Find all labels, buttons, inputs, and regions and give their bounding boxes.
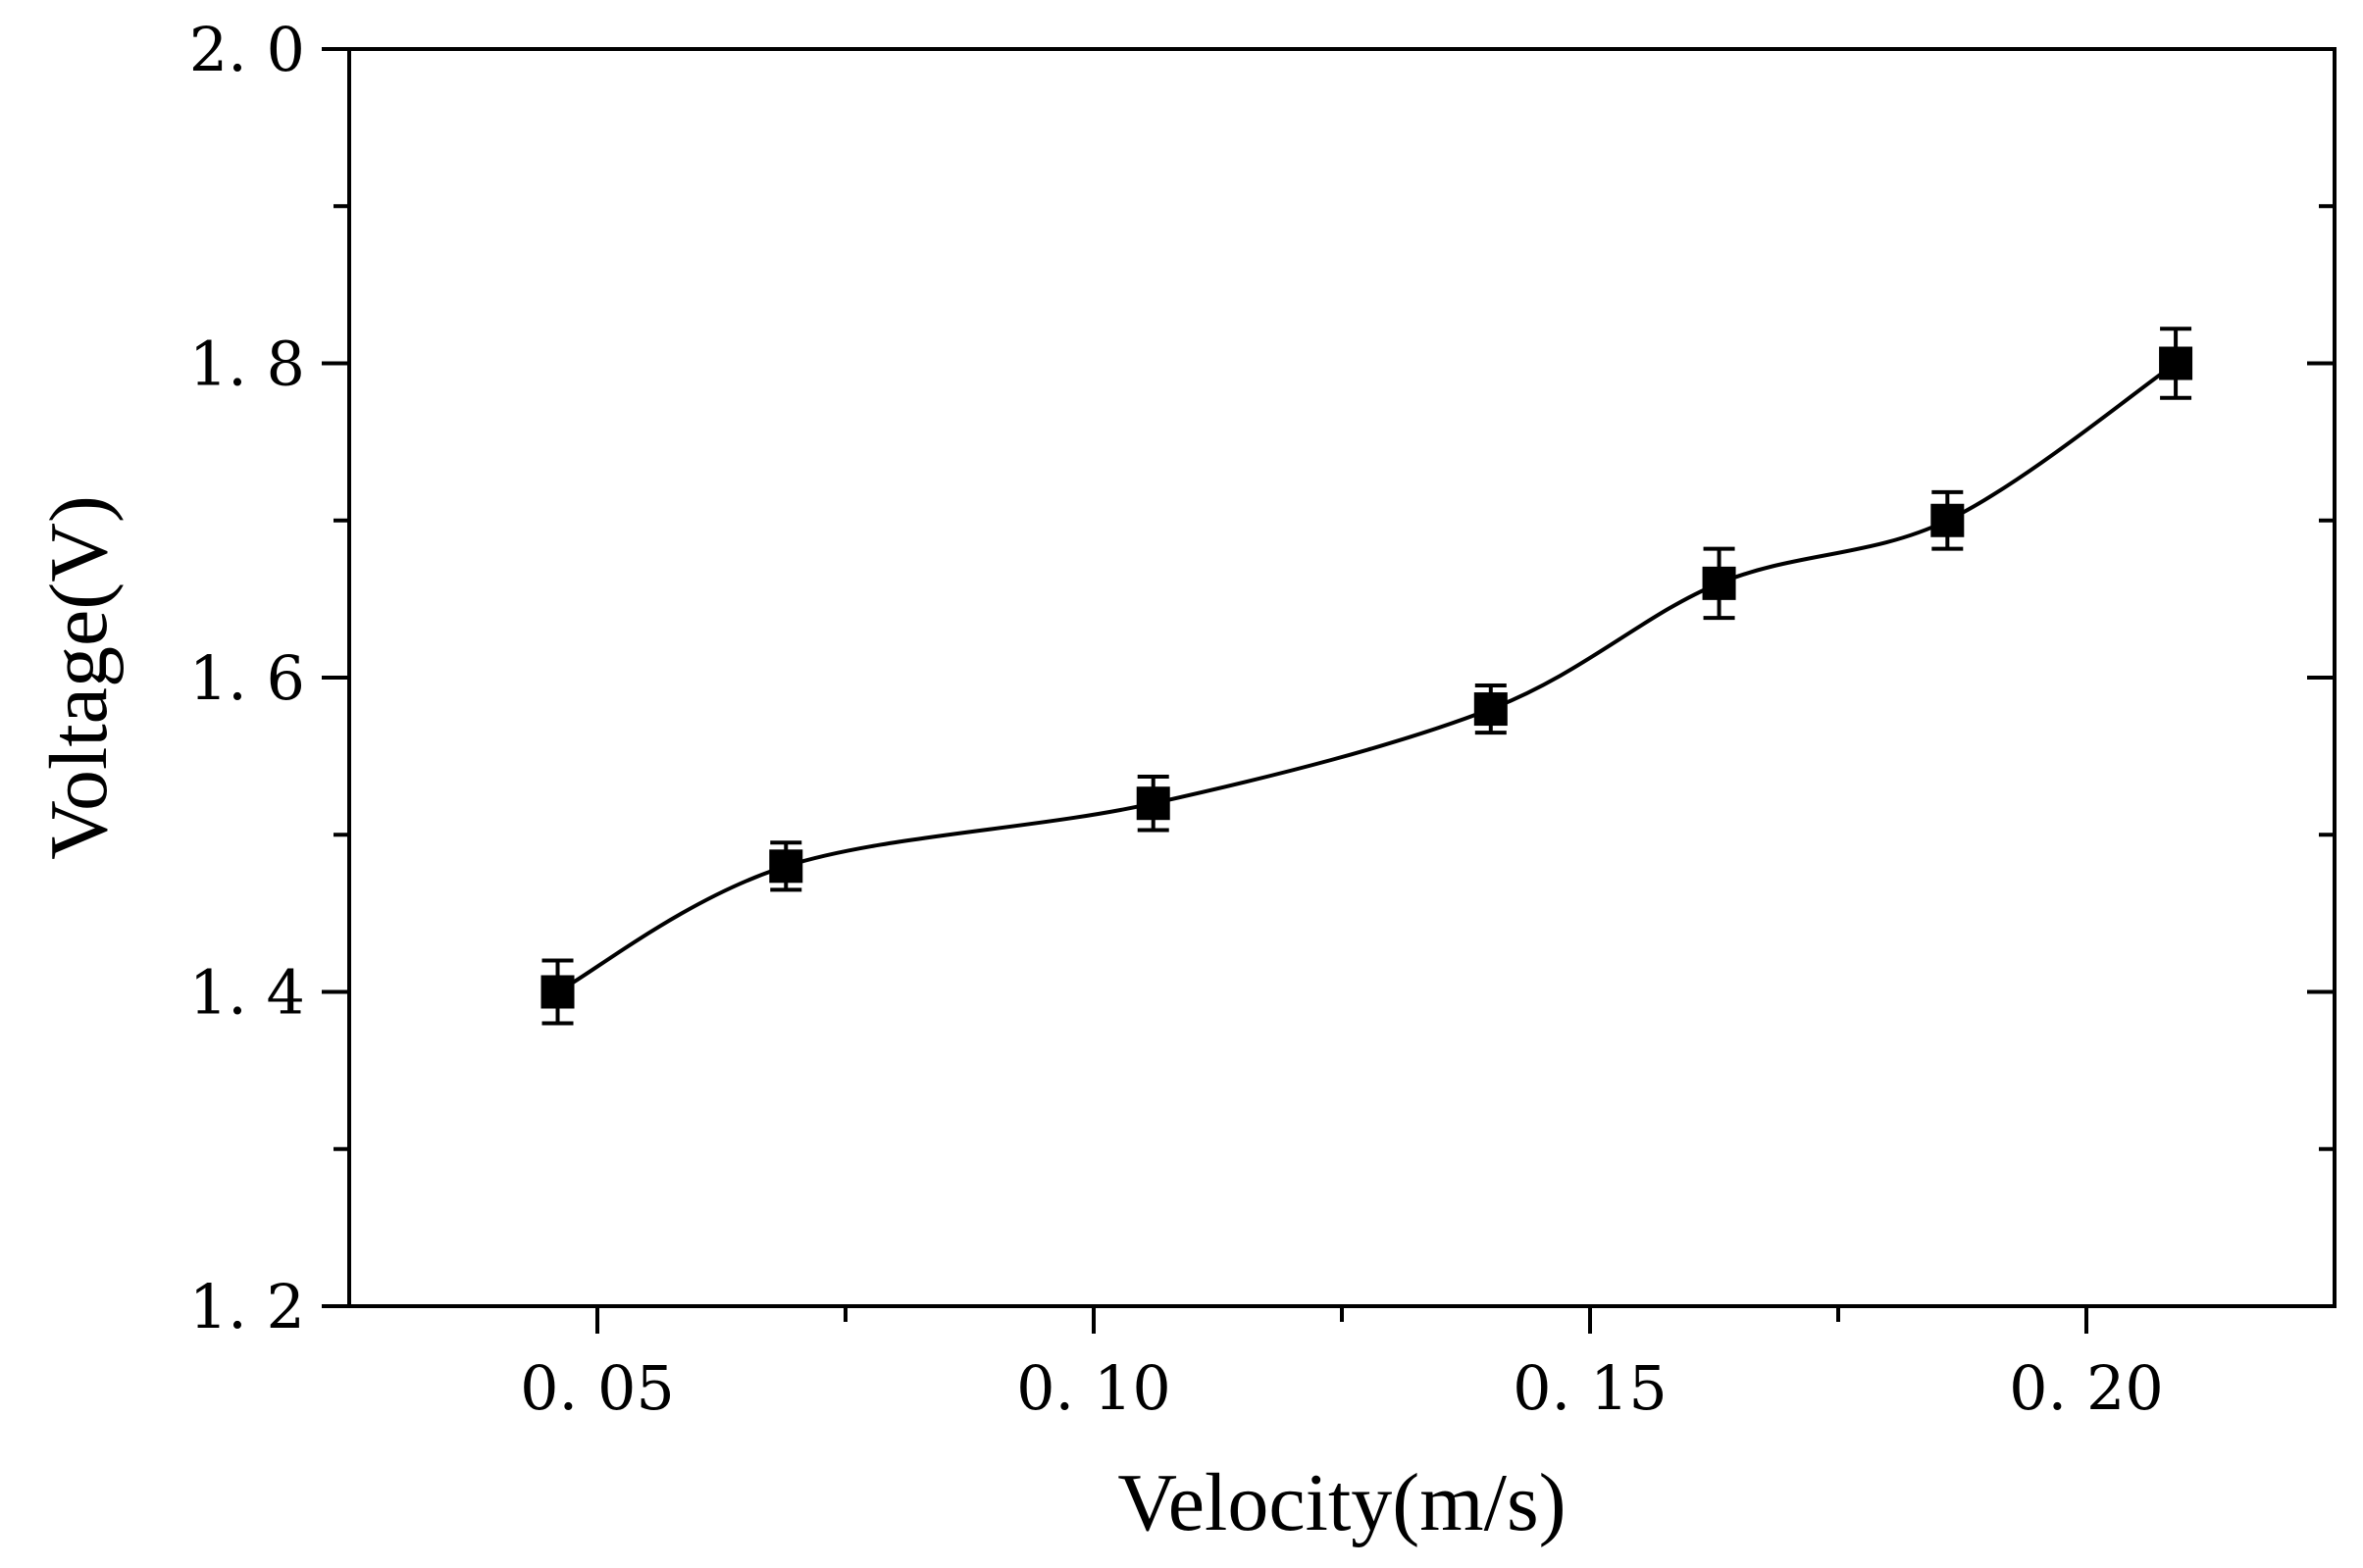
data-point-marker: [540, 975, 575, 1009]
x-tick-label: 0. 15: [1513, 1352, 1668, 1424]
data-point-marker: [2159, 346, 2193, 380]
y-tick-label: 1. 2: [189, 1271, 305, 1342]
y-tick-label: 1. 6: [189, 642, 305, 714]
y-tick-label: 1. 8: [189, 329, 305, 400]
y-axis-title: Voltage(V): [33, 495, 125, 860]
plot-frame: [347, 47, 2337, 1308]
x-tick-label: 0. 10: [1016, 1352, 1171, 1424]
data-point-marker: [769, 849, 803, 884]
x-tick-label: 0. 05: [520, 1352, 675, 1424]
tick-labels-layer: 0. 05 0. 10 0. 15 0. 20 1. 2 1. 4 1. 6 1. 8 2. 0: [189, 14, 2164, 1424]
x-tick-label: 0. 20: [2009, 1352, 2164, 1424]
data-point-marker: [1473, 692, 1508, 727]
y-tick-label: 2. 0: [189, 14, 305, 85]
series-layer: [540, 327, 2193, 1026]
ticks-layer: [322, 47, 2335, 1334]
data-point-marker: [1930, 503, 1965, 537]
data-point-marker: [1136, 786, 1170, 821]
y-tick-label: 1. 4: [189, 957, 305, 1029]
data-point-marker: [1702, 566, 1736, 600]
series-line: [556, 361, 2178, 994]
x-axis-title: Velocity(m/s): [1117, 1457, 1566, 1548]
